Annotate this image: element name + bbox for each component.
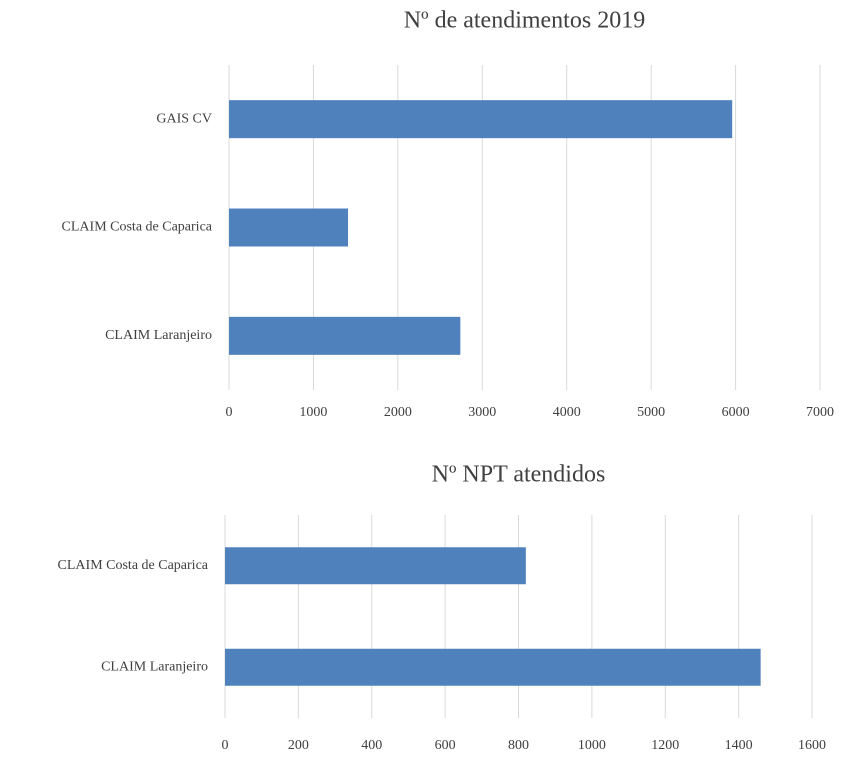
y-tick-label: CLAIM Costa de Caparica: [58, 558, 209, 573]
x-tick-label: 1600: [798, 738, 826, 753]
bar: [225, 648, 761, 686]
x-tick-label: 1200: [651, 738, 679, 753]
x-tick-label: 200: [288, 738, 309, 753]
x-tick-label: 0: [226, 405, 233, 420]
bar: [229, 100, 733, 139]
x-tick-label: 1400: [725, 738, 753, 753]
chart-title: Nº de atendimentos 2019: [404, 8, 645, 34]
x-tick-label: 6000: [722, 405, 750, 420]
y-tick-label: CLAIM Laranjeiro: [101, 659, 208, 674]
bar: [229, 316, 461, 355]
x-tick-label: 4000: [553, 405, 581, 420]
x-tick-label: 5000: [637, 405, 665, 420]
bar: [229, 208, 349, 247]
bar: [225, 547, 526, 585]
y-tick-label: CLAIM Costa de Caparica: [62, 220, 213, 235]
x-tick-label: 1000: [299, 405, 327, 420]
x-tick-label: 2000: [384, 405, 412, 420]
x-tick-label: 7000: [806, 405, 834, 420]
x-tick-label: 3000: [468, 405, 496, 420]
x-tick-label: 1000: [578, 738, 606, 753]
x-tick-label: 600: [435, 738, 456, 753]
x-tick-label: 0: [222, 738, 229, 753]
x-tick-label: 400: [361, 738, 382, 753]
x-tick-label: 800: [508, 738, 529, 753]
y-tick-label: CLAIM Laranjeiro: [105, 328, 212, 343]
y-tick-label: GAIS CV: [156, 111, 212, 126]
chart-title: Nº NPT atendidos: [432, 462, 606, 488]
